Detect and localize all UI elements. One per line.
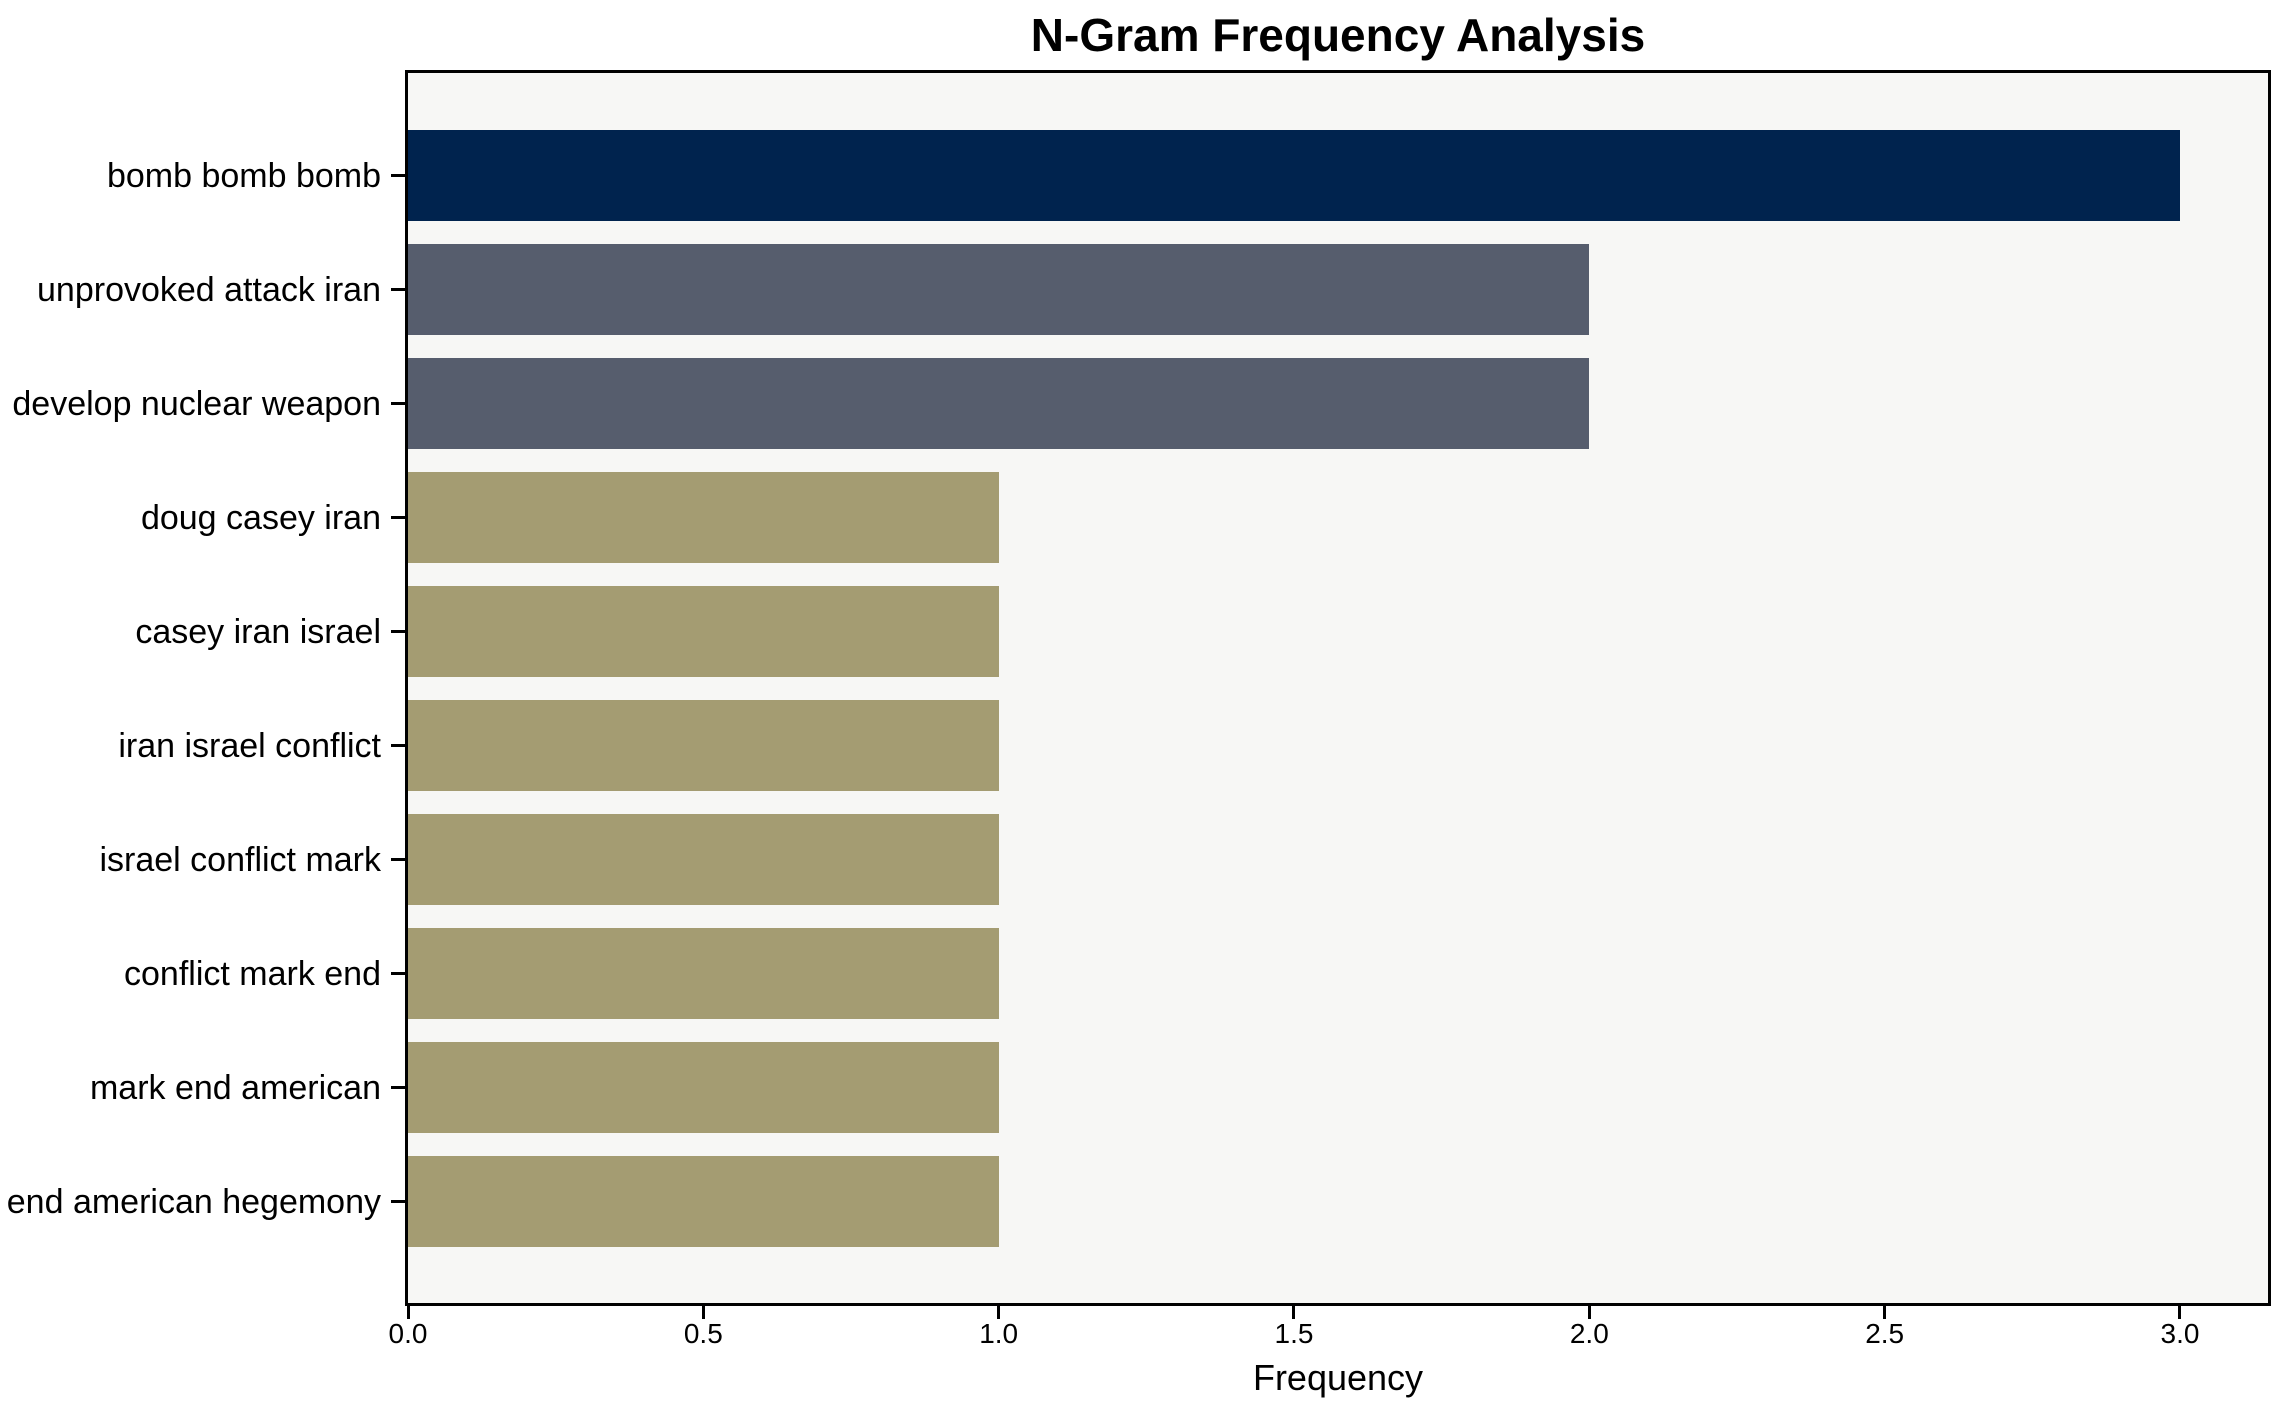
bar: [408, 244, 1590, 335]
bar: [408, 1042, 999, 1133]
x-tick-mark: [406, 1306, 410, 1319]
y-tick-label: doug casey iran: [140, 498, 381, 537]
bar: [408, 1156, 999, 1247]
y-tick-mark: [391, 174, 405, 177]
x-tick-label: 2.0: [1569, 1318, 1609, 1349]
x-tick-label: 1.0: [979, 1318, 1019, 1349]
x-tick-mark: [701, 1306, 705, 1319]
y-axis-labels: bomb bomb bomb unprovoked attack iran deve…: [0, 73, 381, 1303]
y-tick-label: iran israel conflict: [118, 726, 381, 765]
y-tick-label: conflict mark end: [124, 954, 381, 993]
bar: [408, 700, 999, 791]
y-tick-label: unprovoked attack iran: [37, 270, 381, 309]
bar: [408, 814, 999, 905]
x-tick-label: 0.5: [683, 1318, 723, 1349]
y-tick-label: casey iran israel: [135, 612, 381, 651]
x-tick-mark: [2178, 1306, 2182, 1319]
x-tick-label: 1.5: [1274, 1318, 1314, 1349]
y-tick-mark: [391, 1200, 405, 1203]
y-tick-mark: [391, 744, 405, 747]
x-tick-mark: [1292, 1306, 1296, 1319]
bar: [408, 472, 999, 563]
y-tick-label: bomb bomb bomb: [106, 156, 381, 195]
y-tick-mark: [391, 972, 405, 975]
y-tick-mark: [391, 516, 405, 519]
x-tick-label: 0.0: [388, 1318, 428, 1349]
y-tick-label: end american hegemony: [6, 1182, 381, 1221]
bar: [408, 928, 999, 1019]
y-tick-label: mark end american: [89, 1068, 381, 1107]
y-tick-mark: [391, 630, 405, 633]
bar: [408, 130, 2180, 221]
plot-area: [405, 70, 2271, 1306]
x-tick-mark: [1883, 1306, 1887, 1319]
y-tick-label: develop nuclear weapon: [12, 384, 381, 423]
bar: [408, 586, 999, 677]
x-tick-mark: [1587, 1306, 1591, 1319]
x-tick-mark: [997, 1306, 1001, 1319]
bar: [408, 358, 1590, 449]
y-tick-label: israel conflict mark: [99, 840, 381, 879]
y-tick-mark: [391, 288, 405, 291]
x-tick-label: 2.5: [1865, 1318, 1905, 1349]
chart-title: N-Gram Frequency Analysis: [1030, 9, 1646, 61]
x-axis-title: Frequency: [1252, 1357, 1424, 1398]
x-tick-label: 3.0: [2160, 1318, 2200, 1349]
y-tick-mark: [391, 402, 405, 405]
y-tick-mark: [391, 1086, 405, 1089]
y-tick-mark: [391, 858, 405, 861]
